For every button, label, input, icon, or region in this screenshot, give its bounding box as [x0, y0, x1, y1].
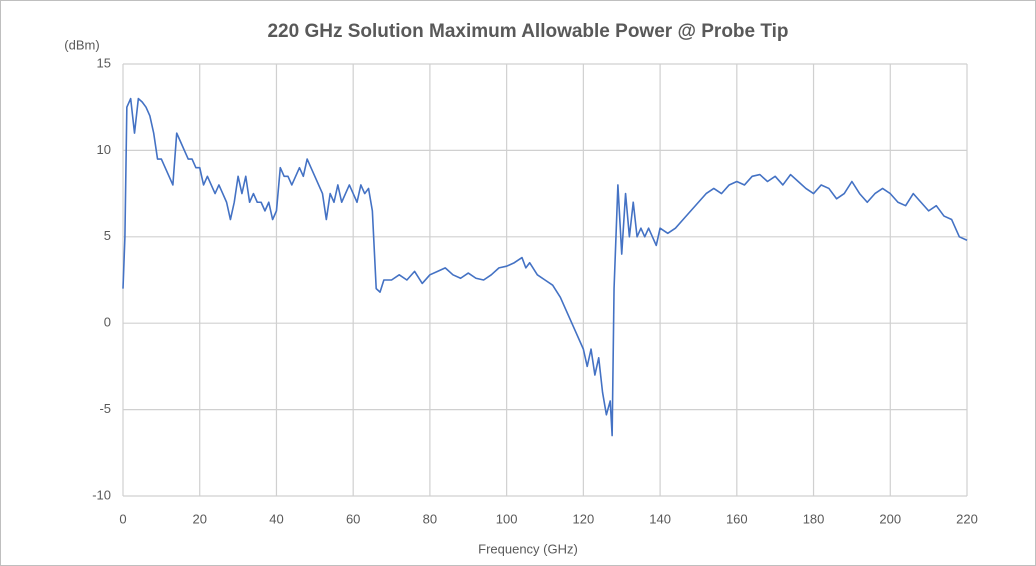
y-tick-label: 10: [97, 142, 111, 157]
x-tick-label: 100: [496, 511, 518, 526]
x-tick-label: 140: [649, 511, 671, 526]
x-tick-label: 60: [346, 511, 360, 526]
x-tick-label: 200: [879, 511, 901, 526]
data-line: [122, 97, 968, 437]
y-tick-label: 15: [97, 55, 111, 70]
x-tick-label: 180: [803, 511, 825, 526]
x-tick-label: 20: [192, 511, 206, 526]
y-axis-label: (dBm): [64, 37, 99, 52]
x-tick-label: 40: [269, 511, 283, 526]
x-axis-label: Frequency (GHz): [478, 541, 578, 556]
x-tick-label: 0: [119, 511, 126, 526]
y-tick-label: 0: [104, 315, 111, 330]
x-tick-label: 160: [726, 511, 748, 526]
y-tick-label: -5: [99, 401, 111, 416]
chart-title: 220 GHz Solution Maximum Allowable Power…: [267, 21, 788, 42]
x-tick-label: 80: [423, 511, 437, 526]
x-tick-label: 220: [956, 511, 978, 526]
x-tick-label: 120: [573, 511, 595, 526]
y-tick-label: -10: [92, 487, 111, 502]
y-tick-label: 5: [104, 228, 111, 243]
